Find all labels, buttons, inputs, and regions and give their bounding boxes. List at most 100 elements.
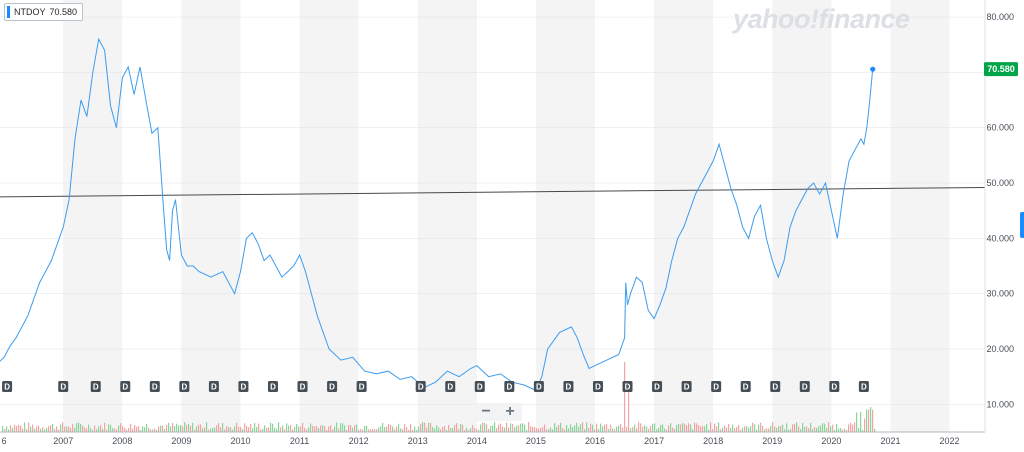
volume-bar xyxy=(786,423,788,432)
year-band xyxy=(299,0,359,432)
dividend-label: D xyxy=(122,383,128,392)
y-tick-label: 40.000 xyxy=(986,233,1014,243)
volume-bar xyxy=(208,429,210,432)
dividend-label: D xyxy=(713,383,719,392)
volume-bar xyxy=(628,392,630,432)
volume-bar xyxy=(232,429,234,432)
volume-bar xyxy=(14,424,16,432)
volume-bar xyxy=(642,426,644,432)
volume-bar xyxy=(340,423,342,432)
volume-bar xyxy=(696,423,698,432)
volume-bar xyxy=(506,422,508,432)
volume-bar xyxy=(244,423,246,432)
volume-bar xyxy=(490,425,492,432)
volume-bar xyxy=(378,427,380,432)
volume-bar xyxy=(80,424,82,432)
volume-bar xyxy=(256,426,258,432)
volume-bar xyxy=(700,426,702,432)
volume-bar xyxy=(316,426,318,432)
volume-bar xyxy=(810,422,812,432)
volume-bar xyxy=(792,424,794,432)
volume-bar xyxy=(318,428,320,432)
volume-bar xyxy=(692,429,694,432)
volume-bar xyxy=(456,423,458,432)
volume-bar xyxy=(858,427,860,432)
volume-bar xyxy=(24,422,26,432)
dividend-label: D xyxy=(300,383,306,392)
volume-bar xyxy=(326,429,328,432)
zoom-in-button[interactable]: + xyxy=(505,403,515,420)
x-tick-label: 2017 xyxy=(644,436,664,446)
volume-bar xyxy=(438,427,440,432)
volume-bar xyxy=(88,424,90,432)
volume-bar xyxy=(144,427,146,432)
x-tick-label: 2015 xyxy=(526,436,546,446)
volume-bar xyxy=(306,429,308,432)
dividend-label: D xyxy=(181,383,187,392)
dividend-marker: D xyxy=(120,381,131,392)
volume-bar xyxy=(484,422,486,432)
volume-bar xyxy=(534,427,536,432)
volume-bar xyxy=(816,427,818,432)
zoom-out-button[interactable]: − xyxy=(481,403,491,420)
volume-bar xyxy=(26,429,28,432)
volume-bar xyxy=(84,427,86,432)
dividend-badge xyxy=(829,381,840,392)
volume-bar xyxy=(398,423,400,432)
volume-bar xyxy=(740,429,742,432)
volume-bar xyxy=(828,422,830,432)
volume-bar xyxy=(82,425,84,432)
volume-bar xyxy=(784,429,786,432)
volume-bar xyxy=(350,424,352,432)
volume-bar xyxy=(492,425,494,432)
volume-bar xyxy=(286,423,288,432)
volume-bar xyxy=(732,424,734,432)
volume-bar xyxy=(688,423,690,432)
volume-bar xyxy=(826,428,828,432)
volume-bar xyxy=(182,426,184,432)
volume-bar xyxy=(262,428,264,432)
y-tick-label: 30.000 xyxy=(986,289,1014,299)
volume-bar xyxy=(310,423,312,432)
volume-bar xyxy=(320,425,322,432)
volume-bar xyxy=(128,428,130,432)
volume-bar xyxy=(194,429,196,432)
volume-bar xyxy=(170,426,172,432)
volume-bar xyxy=(284,429,286,432)
volume-bar xyxy=(352,427,354,432)
volume-bar xyxy=(672,427,674,432)
volume-bar xyxy=(142,426,144,432)
volume-bar xyxy=(358,429,360,432)
last-price-tag-box xyxy=(984,62,1018,77)
ticker-symbol: NTDOY xyxy=(14,7,46,17)
volume-bar xyxy=(568,428,570,432)
volume-bar xyxy=(406,426,408,432)
y-tick-label: 80.000 xyxy=(986,12,1014,22)
dividend-marker: D xyxy=(90,381,101,392)
price-line xyxy=(0,37,874,392)
volume-bar xyxy=(114,428,116,432)
volume-bar xyxy=(410,424,412,432)
volume-bar xyxy=(822,423,824,432)
side-panel-handle[interactable] xyxy=(1020,212,1024,238)
volume-bar xyxy=(394,429,396,432)
volume-bar xyxy=(862,429,864,432)
volume-bar xyxy=(54,428,56,432)
volume-bar xyxy=(782,424,784,432)
volume-bar xyxy=(602,426,604,432)
volume-bar xyxy=(838,428,840,432)
volume-bar xyxy=(282,425,284,432)
volume-bar xyxy=(678,423,680,432)
dividend-marker: D xyxy=(415,381,426,392)
dividend-marker: D xyxy=(356,381,367,392)
volume-bar xyxy=(598,429,600,432)
volume-bar xyxy=(460,424,462,432)
volume-bar xyxy=(364,426,366,432)
ticker-badge[interactable]: NTDOY 70.580 xyxy=(4,3,84,21)
volume-bar xyxy=(348,425,350,432)
yahoo-finance-logo: yahoo!finance xyxy=(733,4,910,34)
volume-bar xyxy=(126,429,128,432)
volume-bar xyxy=(558,424,560,432)
volume-bar xyxy=(748,427,750,432)
